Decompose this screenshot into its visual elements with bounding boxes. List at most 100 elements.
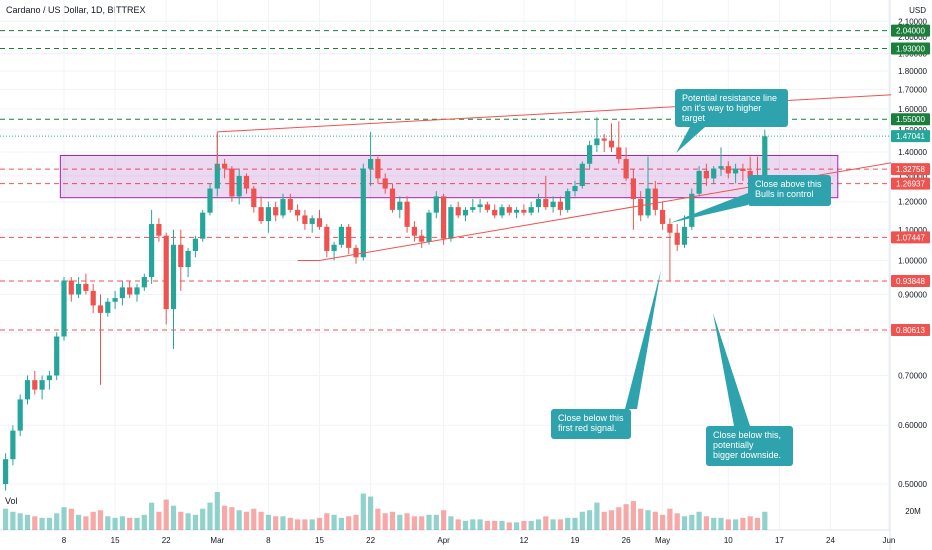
volume-bar bbox=[645, 510, 651, 530]
volume-bar bbox=[3, 508, 9, 530]
candle-body bbox=[689, 193, 695, 227]
volume-bar bbox=[455, 519, 461, 530]
candle-body bbox=[149, 223, 155, 278]
candle-body bbox=[426, 212, 432, 242]
volume-bar bbox=[587, 510, 593, 530]
currency-label: USD bbox=[909, 6, 926, 15]
volume-bar bbox=[492, 520, 498, 530]
volume-bar bbox=[703, 516, 709, 530]
callout-text: Close above this bbox=[755, 179, 822, 189]
price-tick: 2.00000 bbox=[898, 33, 927, 42]
volume-bar bbox=[251, 508, 257, 530]
volume-bar bbox=[754, 517, 761, 530]
volume-bar bbox=[638, 508, 644, 530]
time-tick: 15 bbox=[315, 536, 324, 545]
callout-text: on it's way to higher bbox=[682, 103, 761, 113]
candle-body bbox=[652, 188, 658, 210]
volume-bar bbox=[579, 511, 585, 530]
price-badge bbox=[891, 274, 930, 287]
volume-bar bbox=[616, 507, 622, 530]
price-tick: 1.20000 bbox=[898, 198, 927, 207]
volume-bar bbox=[280, 516, 286, 530]
volume-bar bbox=[258, 511, 264, 530]
price-tick: 1.00000 bbox=[898, 257, 927, 266]
candle-body bbox=[389, 188, 396, 210]
volume-bar bbox=[192, 514, 198, 530]
time-axis: 8 15 22 Mar 8 15 22 Apr 12 19 26 May 10 17 24 Jun bbox=[62, 536, 896, 545]
candle-body bbox=[32, 380, 38, 390]
candle-body bbox=[703, 170, 709, 179]
candle-body bbox=[630, 178, 636, 200]
volume-bar bbox=[236, 510, 242, 530]
volume-bars bbox=[3, 492, 768, 530]
price-badge-label: 0.93848 bbox=[896, 277, 925, 286]
candle-body bbox=[316, 218, 323, 227]
candle-body bbox=[711, 168, 717, 179]
volume-bar bbox=[740, 517, 746, 530]
volume-bar bbox=[623, 504, 629, 530]
candle-body bbox=[295, 209, 301, 216]
candle-body bbox=[382, 178, 388, 189]
price-tick: 0.60000 bbox=[898, 421, 927, 430]
candle-body bbox=[484, 204, 490, 210]
volume-bar bbox=[762, 511, 768, 530]
volume-bar bbox=[718, 517, 724, 530]
callout-box bbox=[551, 409, 631, 439]
candle-body bbox=[90, 290, 96, 306]
candle-body bbox=[499, 207, 505, 216]
candle-body bbox=[280, 199, 286, 216]
volume-bar bbox=[375, 508, 381, 530]
candle-body bbox=[667, 223, 673, 233]
volume-bar bbox=[83, 516, 89, 530]
volume-bar bbox=[462, 520, 469, 530]
candle-body bbox=[105, 301, 111, 313]
price-badge bbox=[891, 323, 930, 336]
volume-bar bbox=[535, 519, 542, 530]
candle-body bbox=[185, 250, 191, 268]
candle-body bbox=[733, 168, 739, 174]
price-badge-label: 1.47041 bbox=[896, 132, 925, 141]
candle-body bbox=[309, 218, 315, 224]
candle-body bbox=[324, 226, 330, 251]
candle-body bbox=[645, 188, 651, 216]
price-badge bbox=[891, 113, 930, 126]
candle-body bbox=[265, 207, 271, 222]
volume-bar bbox=[601, 511, 607, 530]
volume-bar bbox=[660, 514, 666, 530]
candle-body bbox=[521, 209, 527, 213]
candle-body bbox=[419, 235, 425, 242]
price-tick: 0.90000 bbox=[898, 290, 927, 299]
candle-body bbox=[674, 232, 680, 245]
price-tick: 0.50000 bbox=[898, 480, 927, 489]
callout-tail bbox=[676, 127, 705, 153]
volume-bar bbox=[565, 517, 571, 530]
volume-bar bbox=[448, 516, 454, 530]
volume-bar bbox=[287, 517, 293, 530]
candle-body bbox=[725, 166, 731, 174]
trend-lines[interactable] bbox=[216, 91, 932, 261]
price-badge-label: 0.80613 bbox=[896, 326, 925, 335]
volume-bar bbox=[200, 508, 206, 530]
price-badge bbox=[891, 130, 930, 143]
candle-body bbox=[535, 199, 542, 208]
volume-bar bbox=[747, 516, 753, 530]
volume-bar bbox=[309, 519, 315, 530]
candle-body bbox=[170, 244, 177, 310]
time-tick: 8 bbox=[62, 536, 67, 545]
candle-body bbox=[156, 223, 162, 236]
callout-text: bigger downside. bbox=[713, 450, 781, 460]
candle-body bbox=[404, 201, 410, 227]
candle-body bbox=[39, 380, 45, 390]
volume-bar bbox=[338, 517, 344, 530]
volume-bar bbox=[594, 502, 600, 530]
candle-body bbox=[127, 287, 133, 295]
candle-body bbox=[681, 226, 688, 245]
time-tick: 8 bbox=[266, 536, 271, 545]
candle-body bbox=[192, 238, 198, 251]
volume-bar bbox=[572, 517, 578, 530]
candle-body bbox=[543, 199, 549, 208]
volume-bar bbox=[470, 519, 476, 530]
